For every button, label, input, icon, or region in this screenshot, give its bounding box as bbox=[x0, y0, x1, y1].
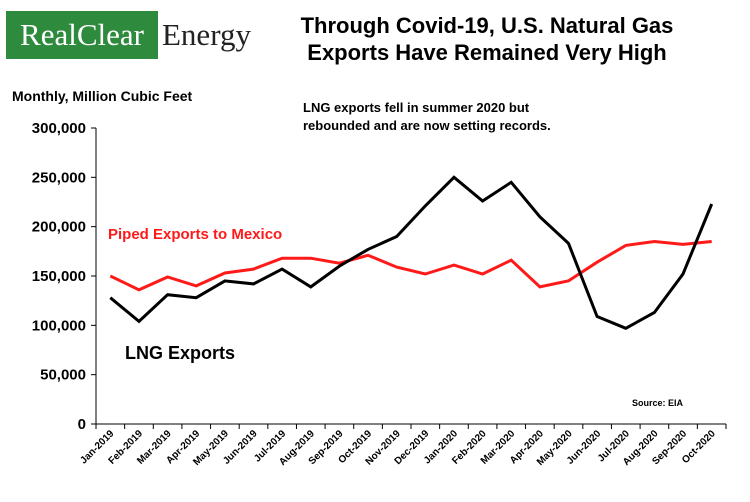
series-line-lng-exports bbox=[109, 175, 714, 330]
series-label-lng: LNG Exports bbox=[125, 343, 236, 363]
annotation-line-2: rebounded and are now setting records. bbox=[303, 118, 551, 133]
chart-title-line-2: Exports Have Remained Very High bbox=[307, 40, 667, 65]
logo-right-text: Energy bbox=[162, 17, 251, 52]
y-tick-label: 100,000 bbox=[32, 317, 86, 334]
y-tick-label: 0 bbox=[78, 416, 86, 433]
logo-left-text: RealClear bbox=[6, 11, 158, 59]
chart-title-line-1: Through Covid-19, U.S. Natural Gas bbox=[300, 13, 674, 38]
series-line-piped-exports bbox=[109, 239, 712, 292]
y-tick-label: 150,000 bbox=[32, 268, 86, 285]
chart-annotation: LNG exports fell in summer 2020 but rebo… bbox=[303, 99, 623, 135]
y-tick-label: 300,000 bbox=[32, 120, 86, 137]
series-label-piped: Piped Exports to Mexico bbox=[108, 226, 283, 243]
y-tick-label: 50,000 bbox=[40, 367, 86, 384]
brand-logo: RealClear Energy bbox=[6, 11, 251, 59]
y-tick-label: 200,000 bbox=[32, 219, 86, 236]
y-tick-label: 250,000 bbox=[32, 169, 86, 186]
source-note: Source: EIA bbox=[632, 398, 684, 408]
annotation-line-1: LNG exports fell in summer 2020 but bbox=[303, 100, 530, 115]
chart-subtitle: Monthly, Million Cubic Feet bbox=[12, 88, 193, 104]
chart-title: Through Covid-19, U.S. Natural Gas Expor… bbox=[262, 12, 712, 66]
